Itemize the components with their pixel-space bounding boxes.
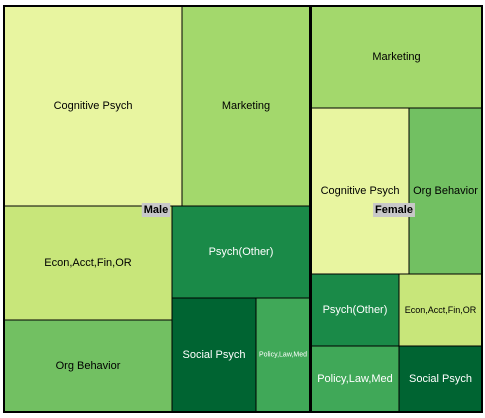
tile-label: Policy,Law,Med	[259, 352, 307, 359]
tile-female-psych-other[interactable]: Psych(Other)	[310, 273, 400, 347]
tile-label: Social Psych	[409, 373, 472, 385]
tile-label: Org Behavior	[56, 360, 121, 372]
tile-label: Econ,Acct,Fin,OR	[405, 305, 477, 315]
tile-rect	[3, 319, 173, 413]
tile-male-social-psych[interactable]: Social Psych	[171, 297, 257, 413]
tile-female-social-psych[interactable]: Social Psych	[398, 345, 483, 413]
tile-label: Cognitive Psych	[321, 185, 400, 197]
group-label-bg	[373, 203, 415, 217]
tile-male-policy-law-med[interactable]: Policy,Law,Med	[255, 297, 311, 413]
tile-label: Econ,Acct,Fin,OR	[44, 257, 131, 269]
tile-label: Cognitive Psych	[54, 100, 133, 112]
tile-label: Marketing	[372, 51, 420, 63]
tile-male-psych-other[interactable]: Psych(Other)	[171, 205, 311, 299]
tile-label: Marketing	[222, 100, 270, 112]
groups-layer	[3, 5, 483, 413]
tile-label: Social Psych	[183, 349, 246, 361]
tile-label: Policy,Law,Med	[317, 373, 393, 385]
group-label-female: Female	[373, 203, 415, 217]
group-label-text: Female	[375, 204, 413, 216]
group-label-male: Male	[141, 203, 171, 217]
tile-rect	[398, 345, 483, 413]
tile-rect	[3, 205, 173, 321]
group-label-text: Male	[144, 204, 168, 216]
tile-male-org-behavior[interactable]: Org Behavior	[3, 319, 173, 413]
tile-female-policy-law-med[interactable]: Policy,Law,Med	[310, 345, 400, 413]
tile-male-econ-acct-fin-or[interactable]: Econ,Acct,Fin,OR	[3, 205, 173, 321]
group-labels-layer: Male Female	[141, 203, 415, 217]
tile-label: Psych(Other)	[209, 246, 274, 258]
tile-rect	[3, 5, 183, 207]
tiles-layer: Cognitive Psych Marketing Econ,Acct,Fin,OR…	[3, 5, 483, 413]
tile-label: Psych(Other)	[323, 304, 388, 316]
tile-rect	[310, 107, 410, 275]
tile-female-org-behavior[interactable]: Org Behavior	[408, 107, 483, 275]
tile-rect	[171, 205, 311, 299]
tile-male-cognitive-psych[interactable]: Cognitive Psych	[3, 5, 183, 207]
tile-female-marketing[interactable]: Marketing	[310, 5, 483, 109]
tile-rect	[310, 273, 400, 347]
group-label-bg	[141, 203, 171, 217]
group-border-female	[310, 5, 483, 413]
tile-female-econ-acct-fin-or[interactable]: Econ,Acct,Fin,OR	[398, 273, 483, 347]
tile-rect	[255, 297, 311, 413]
tile-female-cognitive-psych[interactable]: Cognitive Psych	[310, 107, 410, 275]
tile-male-marketing[interactable]: Marketing	[181, 5, 311, 207]
tile-label: Org Behavior	[413, 185, 478, 197]
